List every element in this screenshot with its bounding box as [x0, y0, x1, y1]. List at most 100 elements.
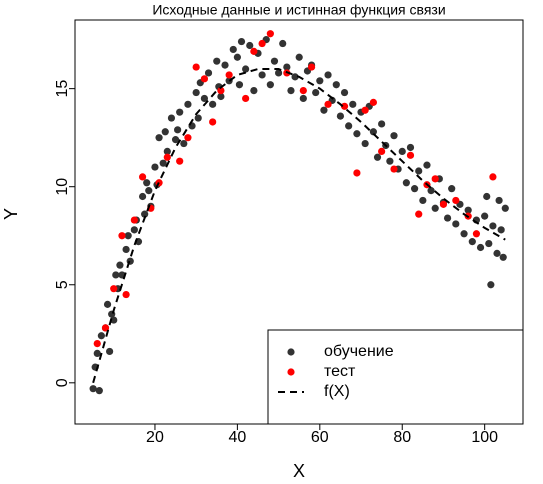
scatter-point [291, 73, 299, 81]
scatter-point [332, 81, 340, 89]
scatter-point [415, 167, 423, 175]
scatter-point [349, 100, 357, 108]
y-tick-label: 10 [54, 178, 71, 196]
scatter-point [485, 239, 493, 248]
scatter-point [423, 161, 431, 169]
scatter-point [97, 332, 105, 340]
scatter-point [200, 75, 209, 83]
scatter-point [270, 57, 279, 65]
legend-box [267, 329, 524, 425]
scatter-point [163, 153, 171, 161]
scatter-point [452, 220, 460, 228]
scatter-point [138, 173, 147, 181]
scatter-point [439, 200, 448, 208]
scatter-point [217, 92, 225, 101]
scatter-point [406, 151, 415, 159]
scatter-point [250, 87, 258, 95]
scatter-point [320, 106, 328, 114]
scatter-point [167, 114, 176, 122]
scatter-point [369, 128, 377, 136]
y-tick-label: 5 [54, 280, 71, 289]
scatter-point [266, 30, 274, 38]
scatter-point [213, 57, 221, 65]
scatter-point [476, 243, 485, 252]
scatter-point [192, 63, 200, 71]
scatter-point [110, 316, 118, 324]
scatter-point [194, 114, 202, 122]
scatter-point [118, 232, 126, 240]
scatter-point [431, 175, 439, 183]
scatter-point [130, 216, 138, 224]
scatter-point [295, 53, 303, 61]
scatter-point [163, 147, 171, 155]
scatter-point [159, 159, 167, 167]
scatter-point [336, 112, 345, 120]
chart-title: Исходные данные и истинная функция связи [152, 2, 445, 18]
x-tick-label: 80 [393, 429, 411, 446]
scatter-point [103, 300, 112, 308]
scatter-point [141, 210, 149, 218]
scatter-point [122, 290, 130, 299]
scatter-point [145, 187, 153, 195]
scatter-point [345, 122, 353, 130]
scatter-point [361, 139, 369, 148]
scatter-point [373, 153, 382, 161]
scatter-point [324, 71, 332, 79]
scatter-point [402, 179, 410, 187]
scatter-point [266, 81, 274, 89]
scatter-point [176, 157, 184, 165]
scatter-point [204, 69, 213, 77]
x-tick-label: 60 [311, 429, 329, 446]
scatter-point [258, 39, 266, 48]
scatter-point [283, 63, 291, 71]
scatter-point [299, 87, 307, 95]
scatter-point [242, 94, 250, 103]
scatter-point [110, 285, 118, 293]
legend-marker [287, 368, 295, 376]
scatter-point [378, 147, 386, 155]
scatter-point [171, 136, 180, 144]
scatter-point [406, 143, 415, 152]
scatter-point [443, 214, 452, 222]
scatter-point [209, 100, 217, 108]
scatter-point [487, 281, 495, 289]
scatter-point [501, 204, 509, 212]
scatter-point [369, 98, 377, 106]
scatter-point [250, 47, 258, 55]
scatter-point [419, 196, 427, 205]
scatter-point [495, 196, 503, 205]
scatter-point [483, 192, 491, 201]
scatter-point [378, 120, 386, 128]
scatter-point [299, 94, 307, 103]
scatter-point [499, 253, 507, 261]
scatter-point [390, 165, 398, 173]
scatter-point [287, 87, 295, 95]
scatter-point [390, 132, 398, 140]
scatter-point [89, 385, 97, 393]
scatter-point [489, 173, 497, 181]
scatter-point [353, 130, 361, 138]
scatter-point [353, 169, 361, 177]
scatter-point [274, 69, 283, 77]
legend-label: тест [324, 363, 356, 380]
scatter-point [258, 71, 266, 79]
scatter-point [237, 37, 246, 46]
scatter-point [209, 118, 217, 126]
scatter-point [221, 61, 229, 69]
scatter-point [233, 53, 241, 61]
scatter-point [200, 94, 209, 103]
scatter-point [93, 349, 101, 357]
scatter-point [452, 196, 460, 205]
scatter-point [184, 134, 192, 142]
x-tick-label: 40 [228, 429, 246, 446]
scatter-point [124, 232, 132, 240]
scatter-point [312, 88, 320, 97]
scatter-point [279, 39, 287, 48]
scatter-point [176, 108, 184, 116]
scatter-point [324, 100, 332, 108]
scatter-point [122, 245, 130, 254]
y-tick-label: 0 [54, 378, 71, 387]
scatter-point [340, 102, 349, 110]
scatter-point [138, 192, 147, 201]
x-tick-label: 100 [471, 429, 498, 446]
